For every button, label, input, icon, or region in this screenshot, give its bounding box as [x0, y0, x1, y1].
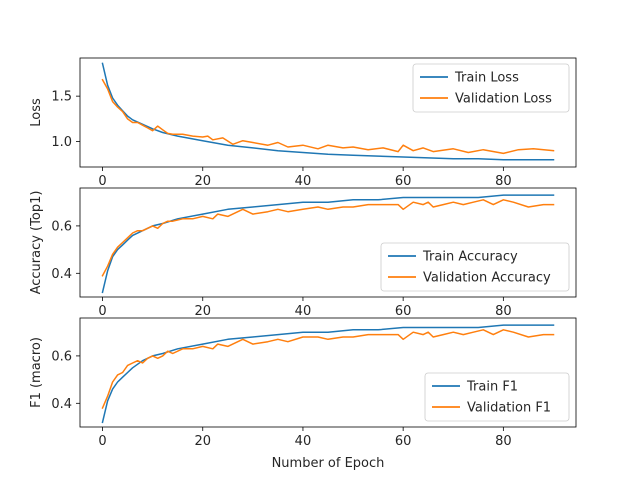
series-line-train — [101, 194, 555, 294]
x-tick-label: 20 — [194, 174, 211, 189]
x-tick-label: 0 — [98, 434, 106, 449]
legend-entry: Train F1 — [466, 380, 518, 395]
series-line-validation — [101, 329, 555, 409]
subplot-loss: 0 20 40 60 80 1.0 1.5 Loss Train Loss Validation … — [29, 57, 577, 189]
plot-frame — [79, 187, 577, 298]
y-tick-label: 0.4 — [51, 397, 72, 412]
subplot-accuracy: 0 20 40 60 80 0.4 0.6 Accuracy (Top1) Train Accu… — [29, 187, 577, 319]
x-tick-label: 60 — [395, 434, 412, 449]
legend: Train Loss Validation Loss — [412, 63, 570, 113]
legend-entry: Validation Accuracy — [423, 271, 551, 286]
y-axis-label: F1 (macro) — [29, 337, 44, 408]
x-tick-label: 0 — [98, 304, 106, 319]
plot-frame — [79, 317, 577, 428]
series-line-train — [101, 324, 555, 424]
legend-box — [380, 242, 570, 292]
y-tick-label: 1.5 — [51, 90, 72, 105]
y-tick-label: 0.6 — [51, 349, 72, 364]
y-axis-label: Accuracy (Top1) — [29, 191, 44, 295]
y-tick-label: 0.6 — [51, 219, 72, 234]
x-tick-label: 40 — [295, 174, 312, 189]
legend-entry: Train Loss — [454, 71, 519, 86]
y-tick-label: 0.4 — [51, 267, 72, 282]
subplot-f1: 0 20 40 60 80 0.4 0.6 F1 (macro) Train F1 Validat… — [29, 317, 577, 449]
x-tick-label: 0 — [98, 174, 106, 189]
plot-frame — [79, 57, 577, 168]
legend-entry: Validation F1 — [467, 401, 551, 416]
x-tick-label: 80 — [495, 304, 512, 319]
x-tick-label: 80 — [495, 174, 512, 189]
y-tick-label: 1.0 — [51, 135, 72, 150]
legend-box — [424, 372, 570, 422]
series-line-validation — [101, 78, 555, 155]
x-axis-label: Number of Epoch — [272, 456, 385, 471]
legend-box — [412, 63, 570, 113]
legend: Train Accuracy Validation Accuracy — [380, 242, 570, 292]
legend-entry: Validation Loss — [455, 92, 552, 107]
x-tick-label: 20 — [194, 434, 211, 449]
x-tick-label: 80 — [495, 434, 512, 449]
y-axis-label: Loss — [29, 98, 44, 127]
x-tick-label: 40 — [295, 434, 312, 449]
x-tick-label: 60 — [395, 304, 412, 319]
x-tick-label: 20 — [194, 304, 211, 319]
legend-entry: Train Accuracy — [422, 250, 518, 265]
x-tick-label: 60 — [395, 174, 412, 189]
legend: Train F1 Validation F1 — [424, 372, 570, 422]
series-line-validation — [101, 199, 555, 277]
x-tick-label: 40 — [295, 304, 312, 319]
